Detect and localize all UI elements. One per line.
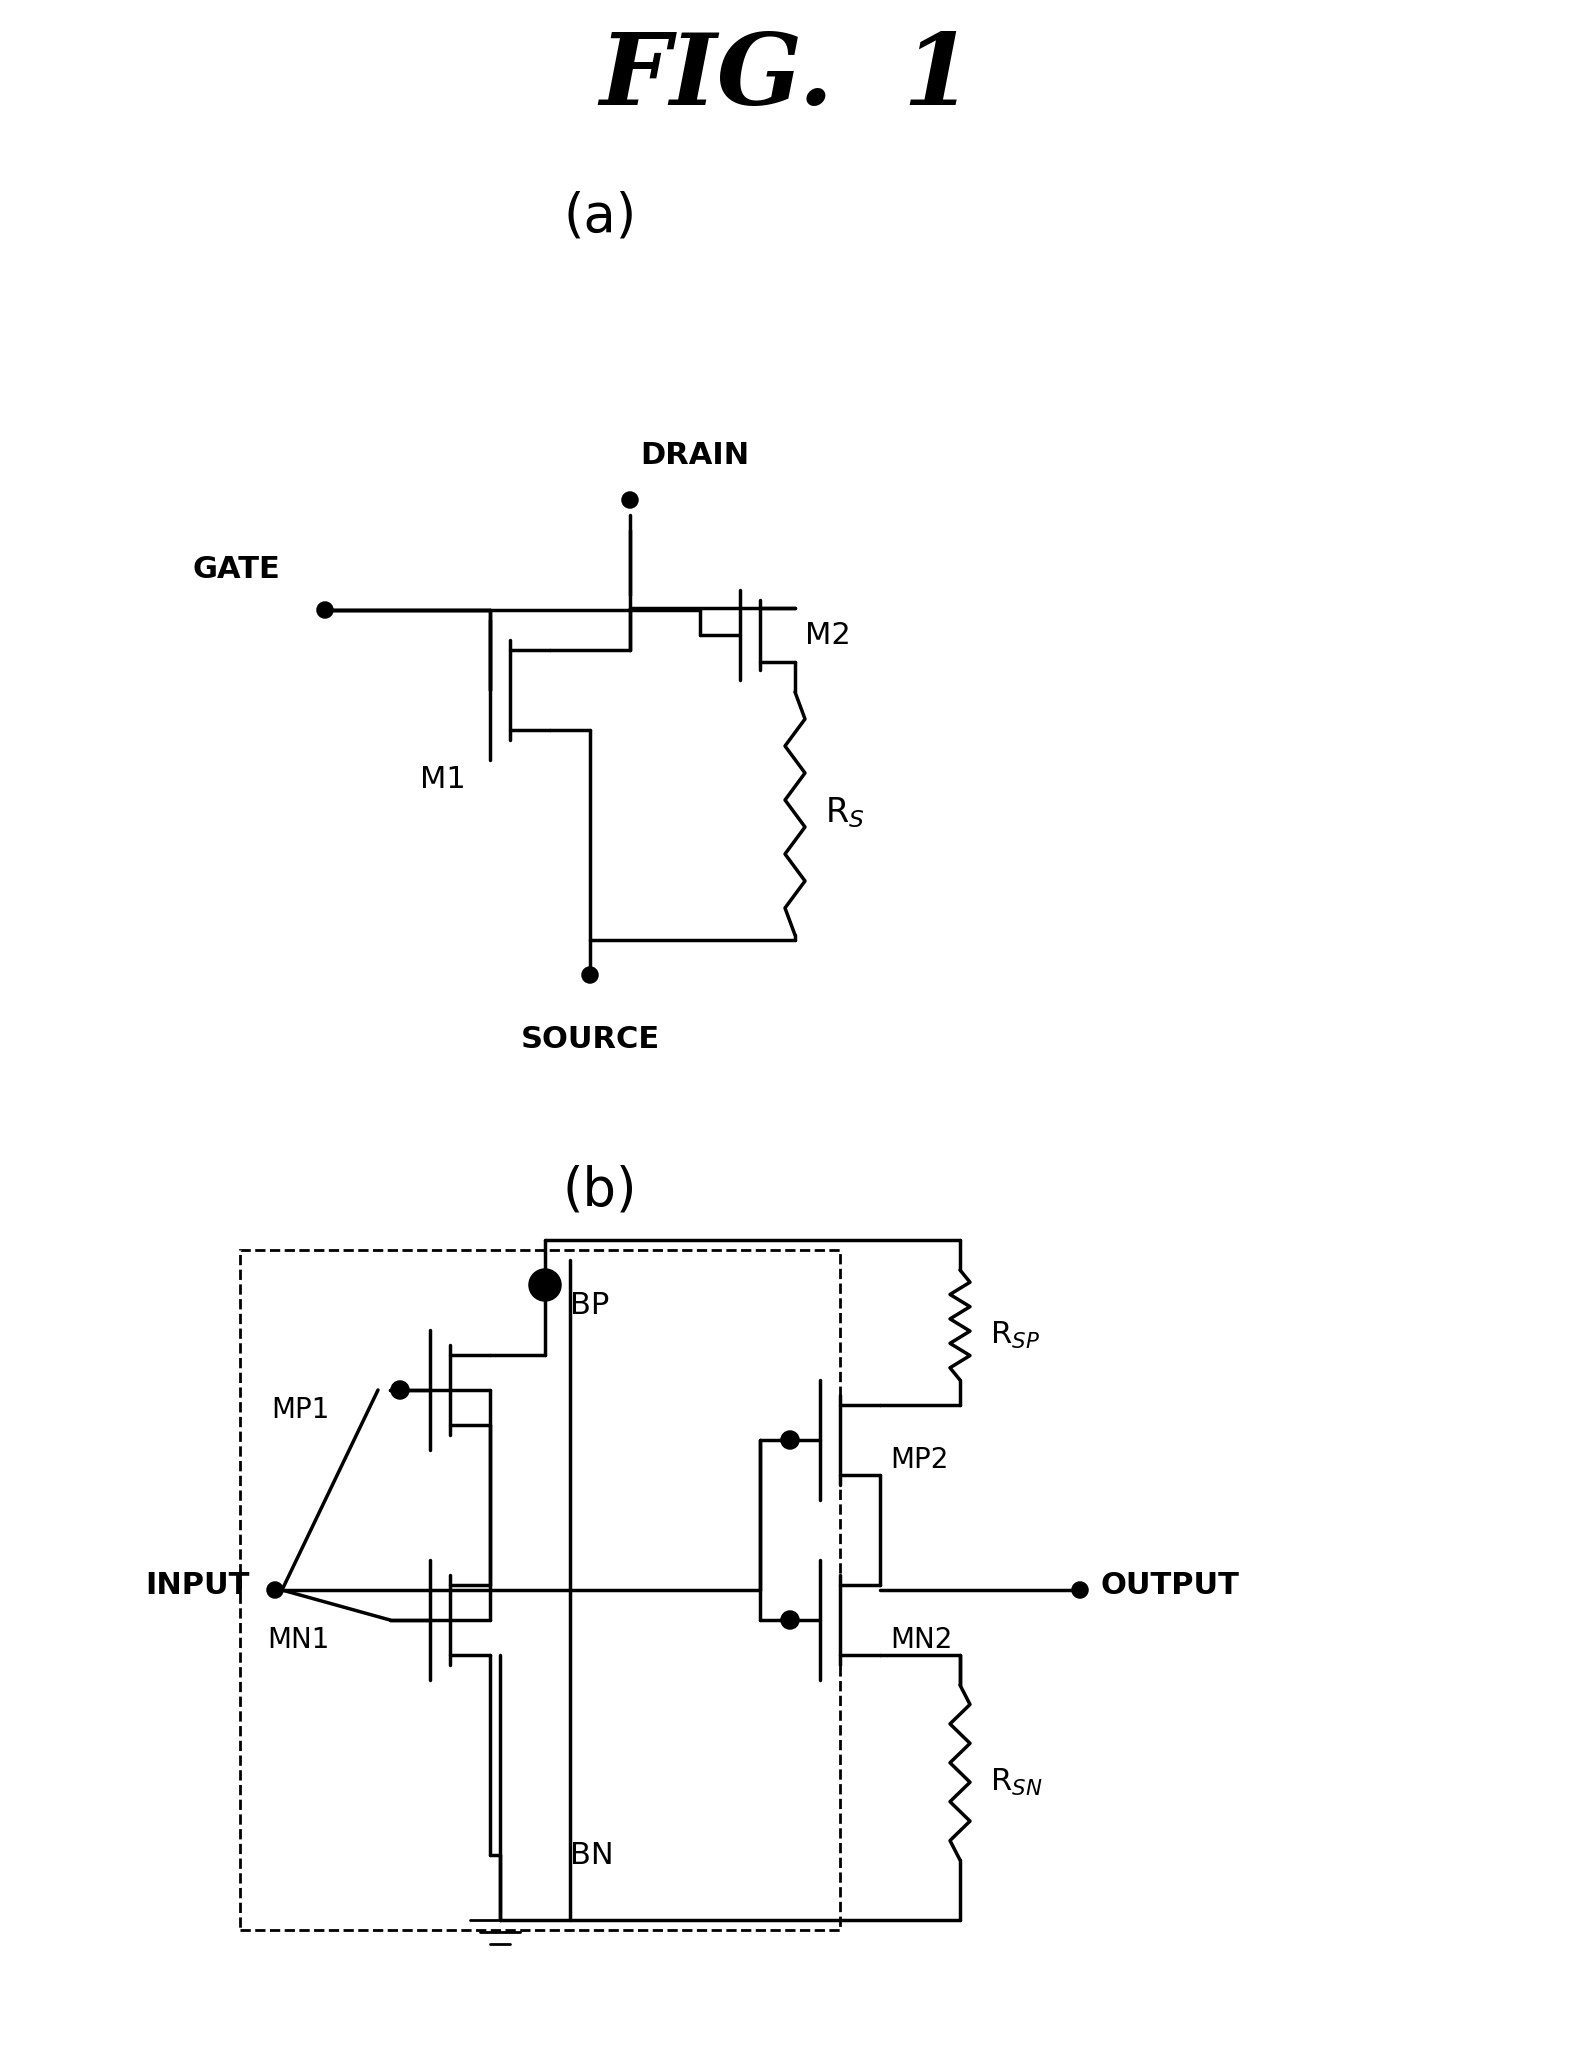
Text: INPUT: INPUT xyxy=(146,1569,250,1600)
Text: GATE: GATE xyxy=(192,555,280,584)
Circle shape xyxy=(267,1584,281,1596)
Text: OUTPUT: OUTPUT xyxy=(1100,1569,1239,1600)
Text: MP1: MP1 xyxy=(272,1397,330,1423)
Text: R$_{SP}$: R$_{SP}$ xyxy=(990,1319,1041,1351)
Text: DRAIN: DRAIN xyxy=(640,440,750,469)
Text: (a): (a) xyxy=(563,191,637,243)
Text: BP: BP xyxy=(571,1290,610,1319)
Text: FIG.  1: FIG. 1 xyxy=(599,29,973,125)
Circle shape xyxy=(318,603,332,617)
Circle shape xyxy=(391,1382,409,1399)
Text: (b): (b) xyxy=(563,1164,637,1216)
Circle shape xyxy=(530,1269,560,1300)
Text: SOURCE: SOURCE xyxy=(520,1026,660,1055)
Circle shape xyxy=(583,969,597,981)
Text: BN: BN xyxy=(571,1841,613,1870)
Text: M2: M2 xyxy=(805,621,850,650)
Text: R$_{SN}$: R$_{SN}$ xyxy=(990,1767,1042,1798)
Circle shape xyxy=(623,494,637,506)
Circle shape xyxy=(1074,1584,1086,1596)
Circle shape xyxy=(781,1613,799,1627)
Text: MN2: MN2 xyxy=(890,1625,953,1654)
Circle shape xyxy=(781,1432,799,1448)
Text: R$_S$: R$_S$ xyxy=(825,796,865,831)
Text: M1: M1 xyxy=(420,765,465,794)
Bar xyxy=(241,1251,839,1929)
Text: MP2: MP2 xyxy=(890,1446,948,1475)
Text: MN1: MN1 xyxy=(267,1625,330,1654)
